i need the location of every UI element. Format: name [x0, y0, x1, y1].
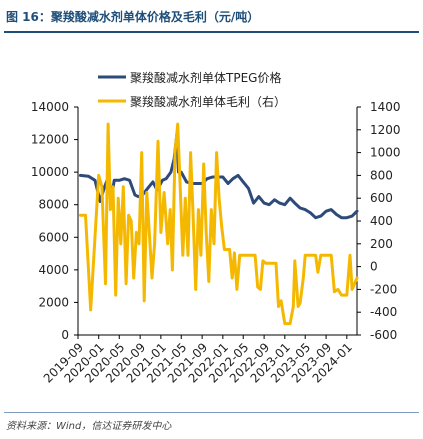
legend-label-margin: 聚羧酸减水剂单体毛利（右） [130, 94, 286, 109]
y-left-tick-label: 8000 [38, 198, 69, 212]
y-right-tick-label: 400 [370, 214, 393, 228]
series-layer [78, 122, 359, 326]
y-right-tick-label: 0 [370, 260, 378, 274]
y-right-tick-label: -400 [370, 305, 397, 319]
y-right-tick-label: 800 [370, 168, 393, 182]
chart: 聚羧酸减水剂单体TPEG价格 聚羧酸减水剂单体毛利（右） 02000400060… [31, 70, 401, 386]
y-right-tick-label: 1000 [370, 146, 401, 160]
y-right-tick-label: 600 [370, 191, 393, 205]
y-right-tick-label: 1400 [370, 100, 401, 114]
y-left-tick-label: 0 [61, 328, 69, 342]
axes: 02000400060008000100001200014000-600-400… [31, 100, 401, 386]
legend: 聚羧酸减水剂单体TPEG价格 聚羧酸减水剂单体毛利（右） [98, 70, 286, 109]
y-right-tick-label: 200 [370, 237, 393, 251]
y-right-tick-label: -600 [370, 328, 397, 342]
legend-label-price: 聚羧酸减水剂单体TPEG价格 [130, 70, 281, 85]
y-left-tick-label: 4000 [38, 263, 69, 277]
series-line-margin [78, 122, 359, 326]
figure-title: 图 16：聚羧酸减水剂单体价格及毛利（元/吨） [6, 10, 260, 24]
y-left-tick-label: 6000 [38, 230, 69, 244]
source-note: 资料来源：Wind，信达证券研发中心 [6, 421, 172, 432]
series-line-price [78, 133, 359, 220]
y-left-tick-label: 12000 [31, 133, 69, 147]
y-right-tick-label: 1200 [370, 123, 401, 137]
title-rule [4, 31, 419, 33]
y-left-tick-label: 10000 [31, 165, 69, 179]
y-right-tick-label: -200 [370, 282, 397, 296]
y-left-tick-label: 2000 [38, 295, 69, 309]
y-left-tick-label: 14000 [31, 100, 69, 114]
source-rule [4, 412, 419, 413]
